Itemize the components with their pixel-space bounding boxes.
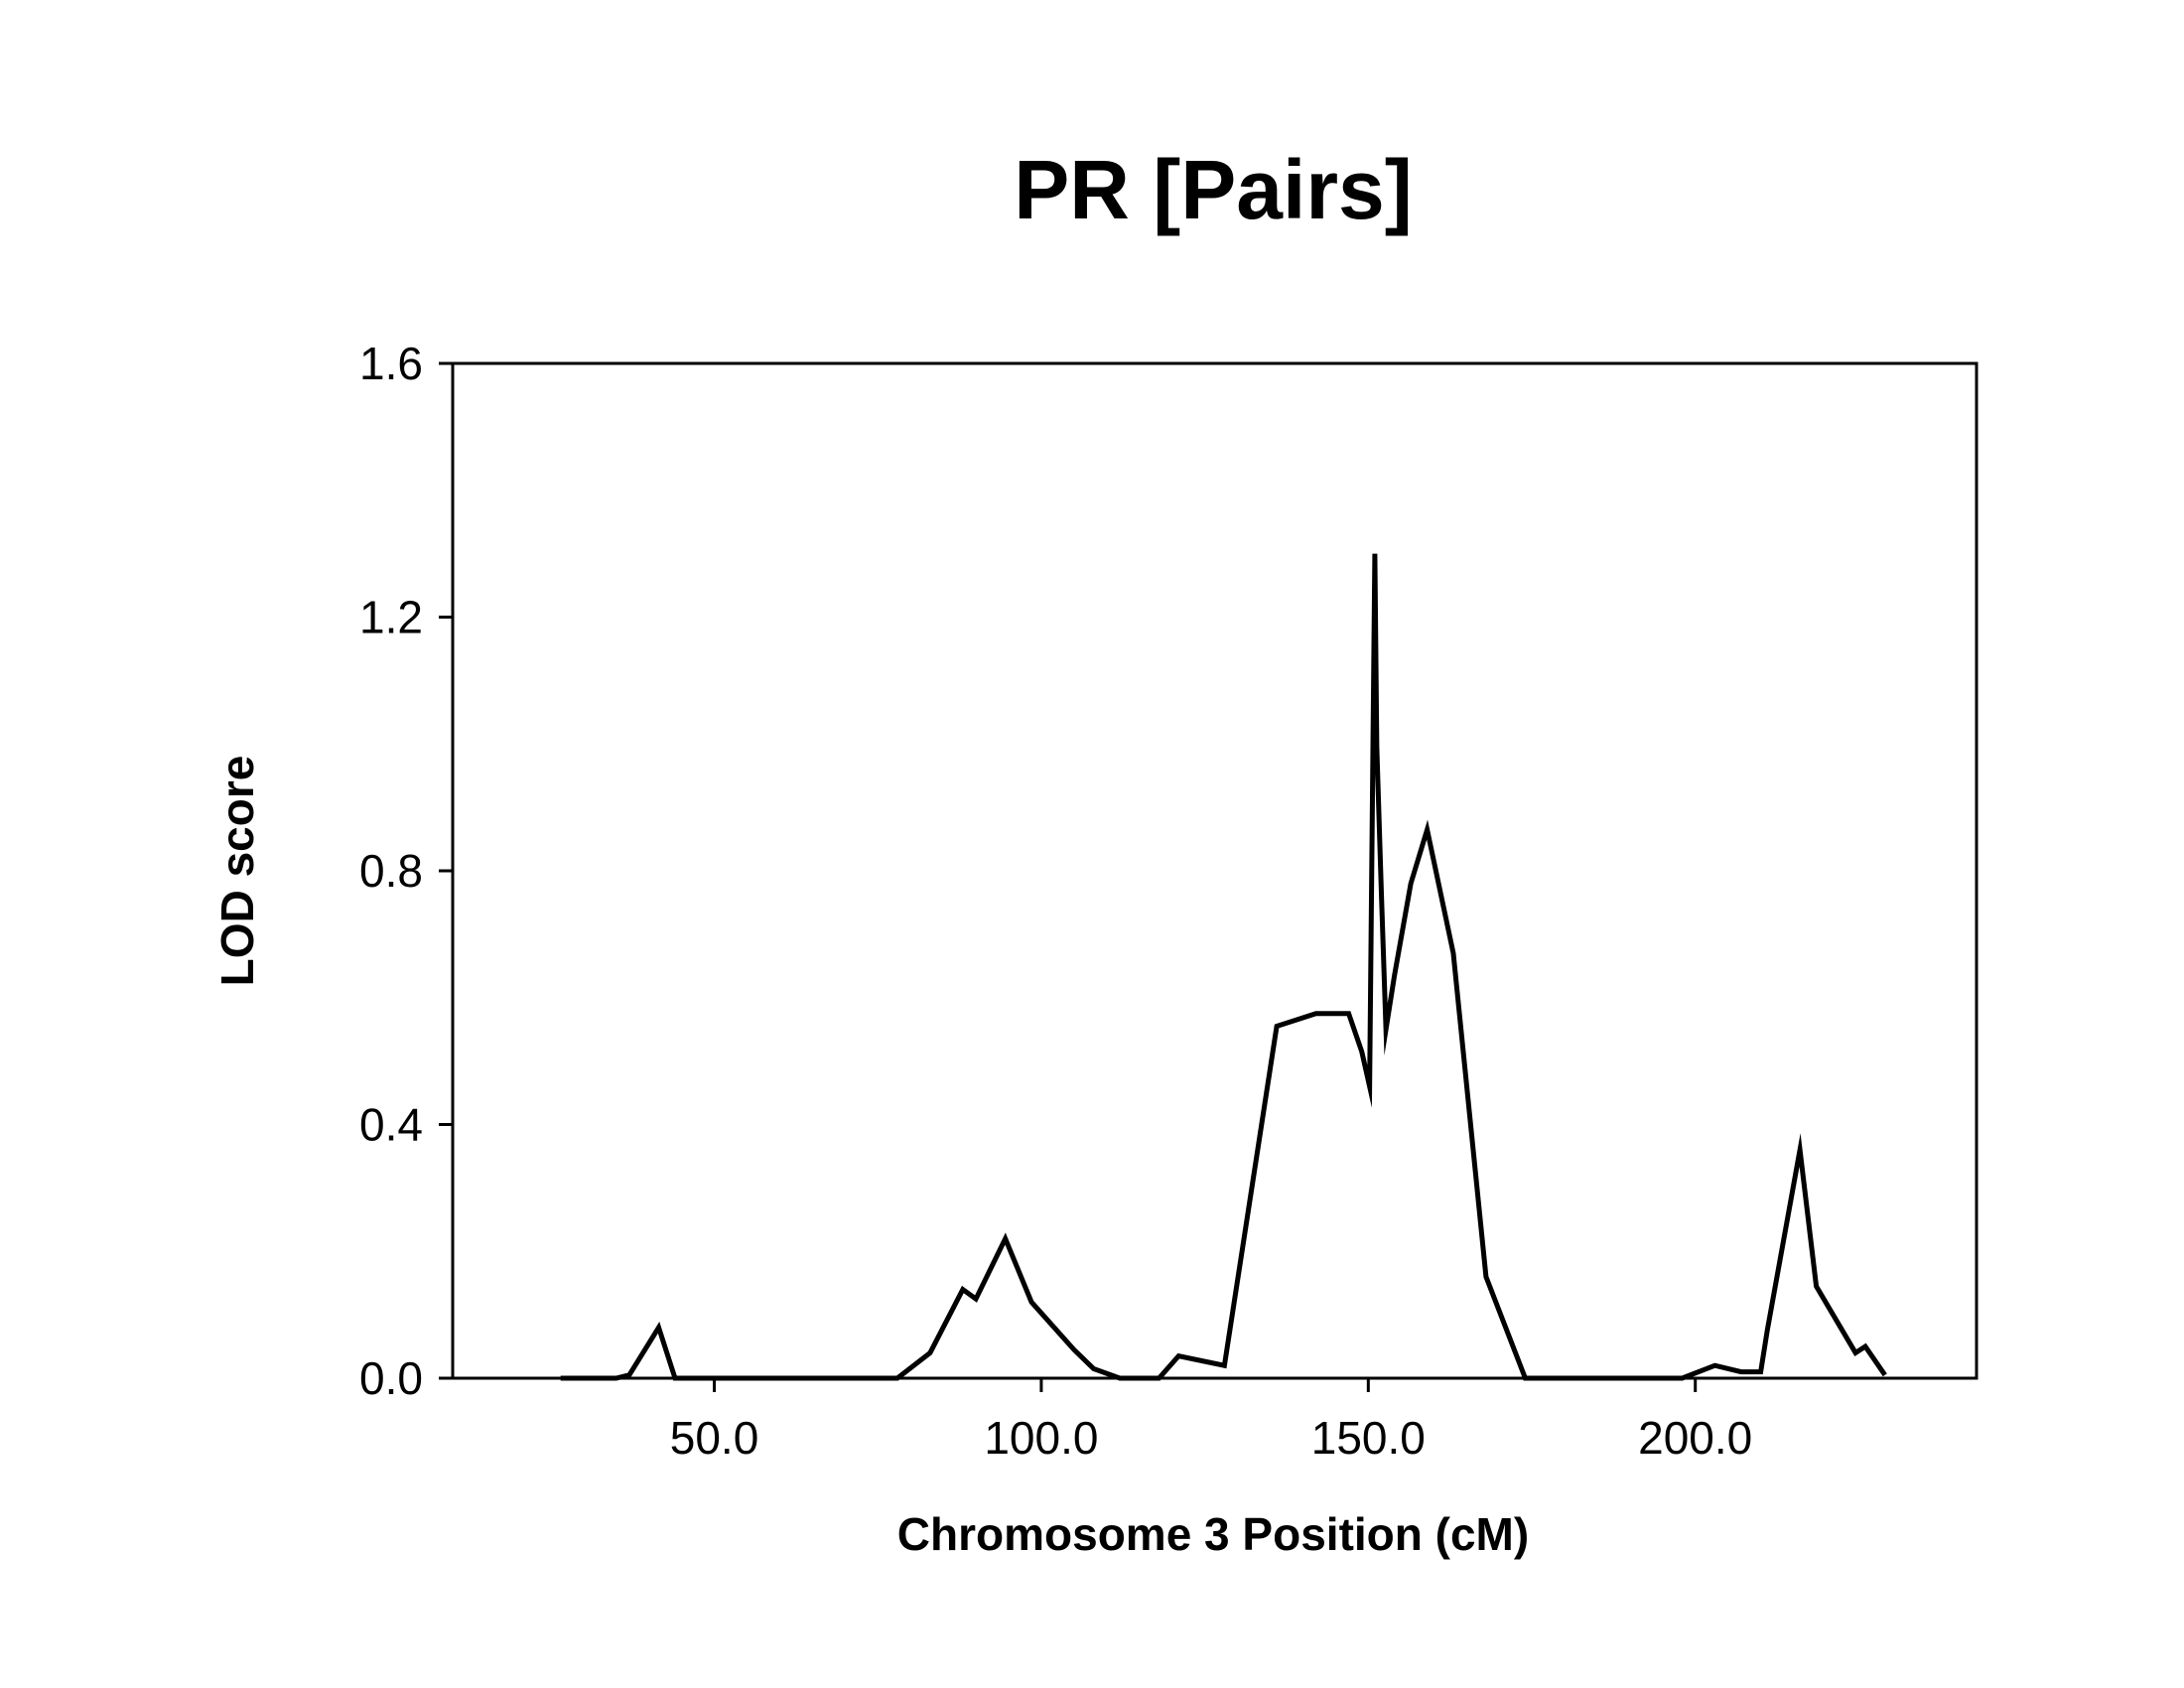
y-tick-label: 0.0 <box>359 1352 423 1404</box>
y-axis-label: LOD score <box>211 756 263 987</box>
y-tick-label: 0.4 <box>359 1099 423 1151</box>
x-axis-ticks: 50.0 100.0 150.0 200.0 <box>670 1378 1752 1464</box>
y-tick-label: 1.2 <box>359 592 423 643</box>
x-tick-label: 100.0 <box>984 1412 1098 1464</box>
y-tick-label: 0.8 <box>359 845 423 897</box>
x-tick-label: 50.0 <box>670 1412 759 1464</box>
chart-title: PR [Pairs] <box>1014 143 1412 236</box>
y-axis-ticks: 0.0 0.4 0.8 1.2 1.6 <box>359 338 453 1404</box>
lod-score-line <box>560 553 1887 1381</box>
plot-area-frame <box>451 361 1979 1380</box>
y-tick-label: 1.6 <box>359 338 423 389</box>
x-axis-label: Chromosome 3 Position (cM) <box>897 1508 1529 1560</box>
x-tick-label: 200.0 <box>1638 1412 1752 1464</box>
x-tick-label: 150.0 <box>1311 1412 1426 1464</box>
